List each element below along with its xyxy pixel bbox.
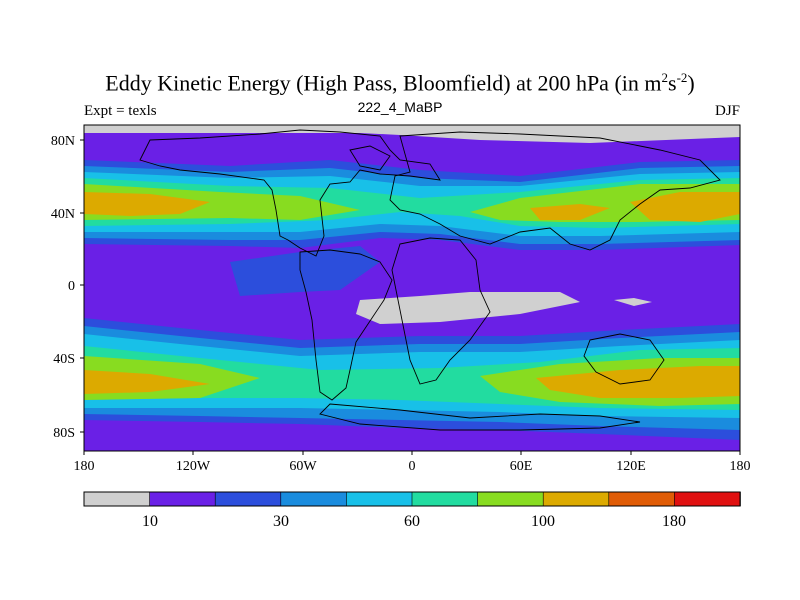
africa-coast bbox=[391, 237, 491, 385]
colorbar-label-30: 30 bbox=[273, 513, 289, 530]
nh-storm-track-pacific-b bbox=[630, 192, 740, 222]
colorbar-label-180: 180 bbox=[662, 513, 686, 530]
lon-label-180e: 180 bbox=[730, 459, 751, 474]
nh-storm-track-west bbox=[84, 192, 210, 216]
lat-label-40s: 40S bbox=[53, 352, 75, 367]
australia-coast bbox=[583, 333, 665, 385]
lat-label-80n: 80N bbox=[51, 134, 75, 149]
colorbar-cell bbox=[411, 491, 479, 507]
tropical-blue-south-america bbox=[230, 246, 380, 296]
lat-label-40n: 40N bbox=[51, 207, 75, 222]
lon-label-60e: 60E bbox=[510, 459, 533, 474]
eurasia-coast bbox=[389, 131, 721, 251]
colorbar-cell bbox=[149, 491, 217, 507]
lon-label-60w: 60W bbox=[289, 459, 317, 474]
lon-label-0: 0 bbox=[409, 459, 416, 474]
lon-label-180w: 180 bbox=[74, 459, 95, 474]
colorbar-cell bbox=[83, 491, 151, 507]
tropical-minimum-atlantic-africa bbox=[356, 292, 580, 324]
colorbar-labels: 10 30 60 100 180 bbox=[142, 513, 686, 530]
coastlines bbox=[139, 129, 721, 431]
antarctica-coast bbox=[319, 403, 641, 431]
colorbar-cell bbox=[477, 491, 545, 507]
arctic-minimum bbox=[84, 125, 740, 143]
colorbar-cell bbox=[608, 491, 676, 507]
lat-axis: 80N 40N 0 40S 80S bbox=[51, 134, 84, 441]
lon-axis: 180 120W 60W 0 60E 120E 180 bbox=[74, 451, 751, 474]
colorbar-label-10: 10 bbox=[142, 513, 158, 530]
colorbar-label-100: 100 bbox=[531, 513, 555, 530]
greenland-coast bbox=[349, 145, 391, 171]
south-america-coast bbox=[299, 249, 393, 401]
colorbar-frame bbox=[83, 491, 741, 507]
map-subtitle: 222_4_MaBP bbox=[357, 99, 443, 115]
north-america-coast bbox=[139, 129, 441, 257]
nh-storm-track-pacific-a bbox=[530, 204, 610, 220]
colorbar-cell bbox=[346, 491, 413, 507]
lon-label-120w: 120W bbox=[176, 459, 211, 474]
colorbar bbox=[83, 491, 741, 507]
lat-label-80s: 80S bbox=[53, 426, 75, 441]
lat-label-0: 0 bbox=[68, 279, 75, 294]
experiment-label: Expt = texls bbox=[84, 103, 157, 119]
contour-field bbox=[84, 125, 740, 451]
tropical-minimum-indian bbox=[614, 298, 652, 306]
colorbar-cell bbox=[542, 491, 610, 507]
colorbar-cell bbox=[280, 491, 348, 507]
lon-label-120e: 120E bbox=[616, 459, 646, 474]
season-label: DJF bbox=[714, 103, 740, 119]
sh-storm-track-west bbox=[84, 370, 210, 394]
map-title: Eddy Kinetic Energy (High Pass, Bloomfie… bbox=[105, 70, 695, 96]
colorbar-label-60: 60 bbox=[404, 513, 420, 530]
colorbar-cell bbox=[214, 491, 282, 507]
colorbar-cell bbox=[674, 491, 741, 507]
